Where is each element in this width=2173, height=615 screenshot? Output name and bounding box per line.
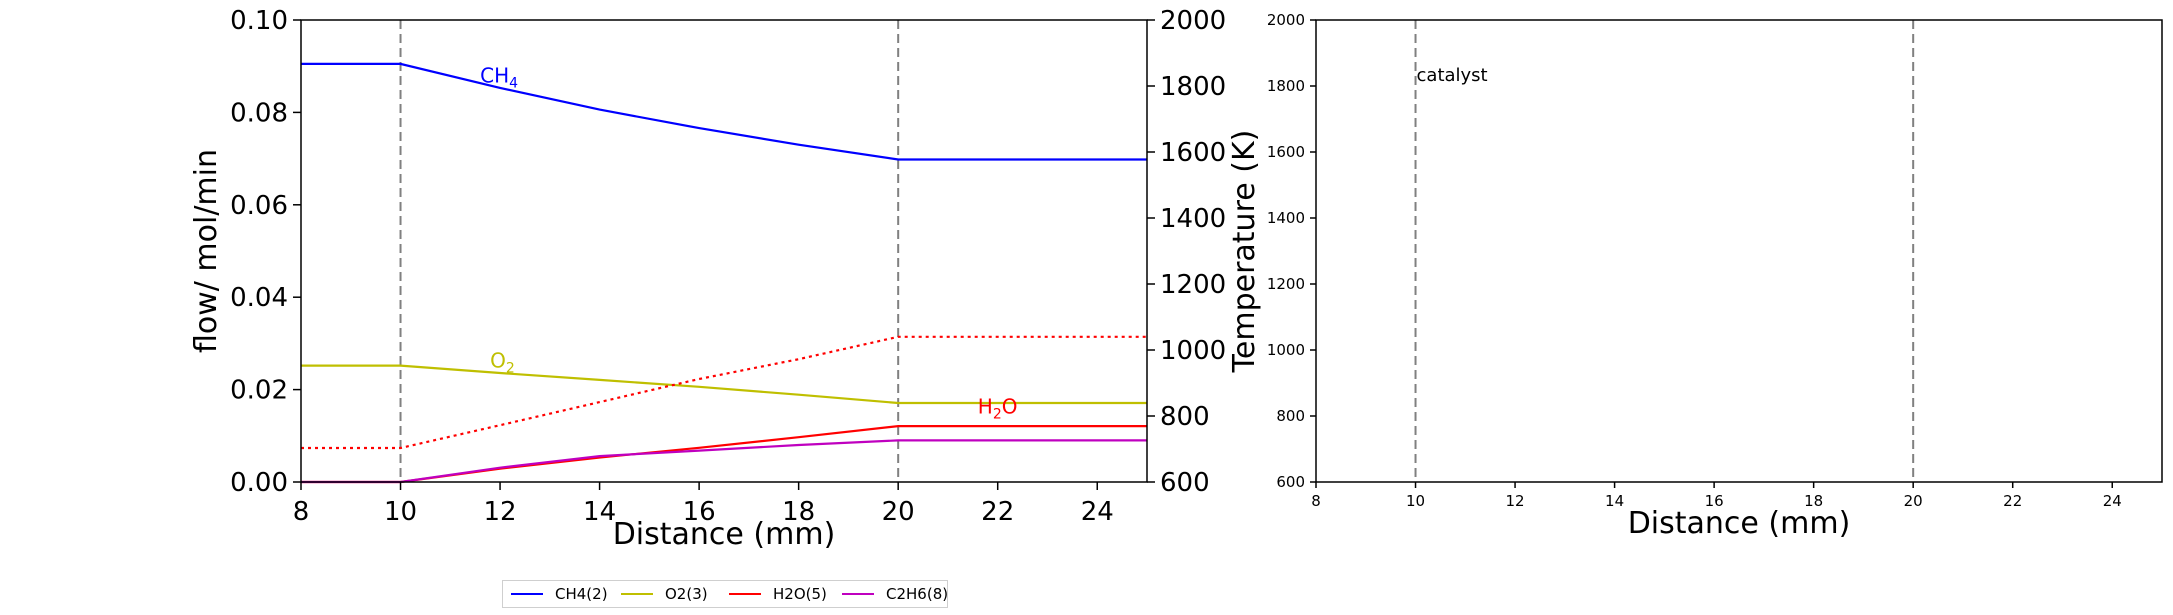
y-tick-label: 2000 xyxy=(1267,11,1305,29)
x-tick-label: 22 xyxy=(2003,492,2022,510)
y-tick-label: 1800 xyxy=(1267,77,1305,95)
y-axis-label: flow/ mol/min xyxy=(189,149,224,353)
temperature-chart: 8 10 12 14 16 18 20 22 24 600 800 1000 1200 1400 1600 1… xyxy=(1267,11,2163,541)
legend-item: C2H6(8) xyxy=(842,581,948,607)
annotation-subscript: 4 xyxy=(509,75,518,91)
y2-tick-label: 1400 xyxy=(1160,204,1226,234)
legend-item: O2(3) xyxy=(621,581,708,607)
y-tick-label: 1600 xyxy=(1267,143,1305,161)
x-tick-label: 8 xyxy=(293,497,310,527)
x-axis-label: Distance (mm) xyxy=(613,517,836,552)
series-line-o23 xyxy=(301,364,1147,405)
y-tick-label: 0.08 xyxy=(230,98,288,128)
y2-tick-label: 1800 xyxy=(1160,72,1226,102)
y-tick-label: 0.00 xyxy=(230,468,288,498)
flow-temperature-chart: 8 10 12 14 16 18 20 22 240.000.020.040.060.080.1… xyxy=(189,6,1262,552)
x-tick-label: 22 xyxy=(981,497,1014,527)
legend-label: H2O(5) xyxy=(773,585,827,603)
legend-swatch xyxy=(511,593,543,595)
legend-swatch xyxy=(621,593,653,595)
x-tick-label: 24 xyxy=(1081,497,1114,527)
y2-tick-label: 800 xyxy=(1160,402,1210,432)
annotation-text: CH xyxy=(480,63,509,87)
annotation-text: H xyxy=(978,395,993,419)
legend: CH4(2) O2(3) H2O(5) C2H6(8) xyxy=(502,580,948,608)
annotation-text: catalyst xyxy=(1417,65,1488,86)
series-line-h2o5 xyxy=(301,425,1147,484)
legend-item: CH4(2) xyxy=(511,581,608,607)
annotation-text-tail: O xyxy=(1002,395,1018,419)
series-line-ch42 xyxy=(301,62,1147,161)
y-tick-label: 0.10 xyxy=(230,6,288,36)
x-tick-label: 14 xyxy=(1605,492,1624,510)
x-tick-label: 18 xyxy=(782,497,815,527)
y-tick-label: 600 xyxy=(1276,473,1305,491)
y2-tick-label: 1200 xyxy=(1160,270,1226,300)
legend-label: CH4(2) xyxy=(555,585,608,603)
series-annotation: CH4 xyxy=(480,63,518,91)
y2-tick-label: 2000 xyxy=(1160,6,1226,36)
y2-tick-label: 1600 xyxy=(1160,138,1226,168)
plot-frame xyxy=(1315,19,2163,483)
y2-axis-label: Temperature (K) xyxy=(1227,130,1262,374)
legend-label: O2(3) xyxy=(665,585,708,603)
legend-swatch xyxy=(729,593,761,595)
series-annotation: O2 xyxy=(490,348,515,376)
x-tick-label: 16 xyxy=(1705,492,1724,510)
legend-label: C2H6(8) xyxy=(886,585,949,603)
temperature-line xyxy=(301,335,1147,450)
series-annotation: H2O xyxy=(978,395,1018,423)
annotation-text: O xyxy=(490,348,506,372)
x-tick-label: 20 xyxy=(882,497,915,527)
y-tick-label: 0.06 xyxy=(230,191,288,221)
x-tick-label: 10 xyxy=(1406,492,1425,510)
x-tick-label: 14 xyxy=(583,497,616,527)
x-axis-label: Distance (mm) xyxy=(1628,506,1851,541)
y-tick-label: 800 xyxy=(1276,407,1305,425)
x-tick-label: 12 xyxy=(484,497,517,527)
y2-tick-label: 1000 xyxy=(1160,336,1226,366)
plot-frame xyxy=(300,19,1148,483)
x-tick-label: 16 xyxy=(683,497,716,527)
x-tick-label: 8 xyxy=(1311,492,1321,510)
legend-swatch xyxy=(842,593,874,595)
x-tick-label: 20 xyxy=(1904,492,1923,510)
x-tick-label: 10 xyxy=(384,497,417,527)
y-tick-label: 0.04 xyxy=(230,283,288,313)
x-tick-label: 12 xyxy=(1506,492,1525,510)
legend-item: H2O(5) xyxy=(729,581,827,607)
series-line-c2h68 xyxy=(301,439,1147,484)
x-tick-label: 18 xyxy=(1804,492,1823,510)
y-tick-label: 1400 xyxy=(1267,209,1305,227)
annotation-subscript: 2 xyxy=(506,360,515,376)
y-tick-label: 1000 xyxy=(1267,341,1305,359)
x-tick-label: 24 xyxy=(2103,492,2122,510)
y2-tick-label: 600 xyxy=(1160,468,1210,498)
y-tick-label: 0.02 xyxy=(230,376,288,406)
series-annotation: catalyst xyxy=(1417,65,1488,86)
annotation-subscript: 2 xyxy=(993,407,1002,423)
y-tick-label: 1200 xyxy=(1267,275,1305,293)
